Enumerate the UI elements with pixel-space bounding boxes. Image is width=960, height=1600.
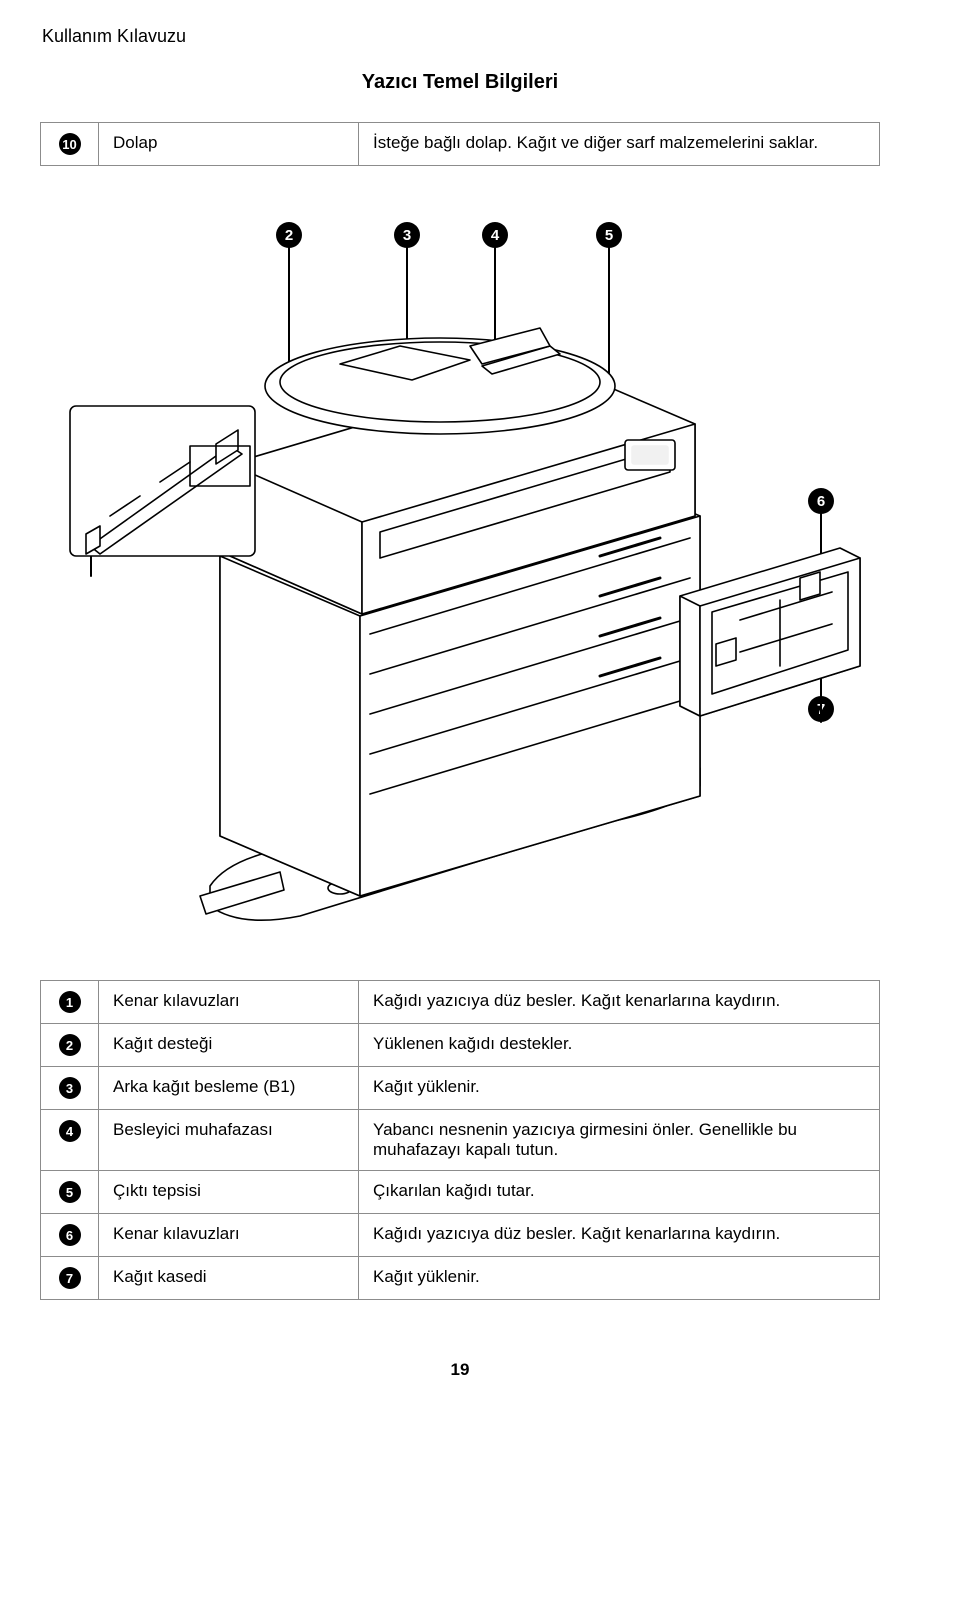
table-row: 4 Besleyici muhafazası Yabancı nesnenin …	[41, 1110, 880, 1171]
item-name: Kağıt desteği	[99, 1024, 359, 1067]
parts-table-bottom: 1 Kenar kılavuzları Kağıdı yazıcıya düz …	[40, 980, 880, 1300]
item-description: Kağıdı yazıcıya düz besler. Kağıt kenarl…	[359, 981, 880, 1024]
running-head: Kullanım Kılavuzu	[42, 26, 880, 47]
printer-diagram: 1 2 3 4 5 6 7	[40, 196, 880, 956]
item-number-circle: 4	[59, 1120, 81, 1142]
item-description: İsteğe bağlı dolap. Kağıt ve diğer sarf …	[359, 123, 880, 166]
item-number-circle: 7	[59, 1267, 81, 1289]
item-description: Yabancı nesnenin yazıcıya girmesini önle…	[359, 1110, 880, 1171]
item-description: Kağıt yüklenir.	[359, 1257, 880, 1300]
item-name: Arka kağıt besleme (B1)	[99, 1067, 359, 1110]
item-description: Kağıt yüklenir.	[359, 1067, 880, 1110]
item-description: Çıkarılan kağıdı tutar.	[359, 1171, 880, 1214]
item-name: Dolap	[99, 123, 359, 166]
item-number-circle: 5	[59, 1181, 81, 1203]
item-number-circle: 10	[59, 133, 81, 155]
page-number: 19	[40, 1360, 880, 1380]
parts-table-top: 10 Dolap İsteğe bağlı dolap. Kağıt ve di…	[40, 122, 880, 166]
item-name: Besleyici muhafazası	[99, 1110, 359, 1171]
table-row: 10 Dolap İsteğe bağlı dolap. Kağıt ve di…	[41, 123, 880, 166]
item-name: Kağıt kasedi	[99, 1257, 359, 1300]
item-number-circle: 3	[59, 1077, 81, 1099]
item-name: Çıktı tepsisi	[99, 1171, 359, 1214]
item-description: Yüklenen kağıdı destekler.	[359, 1024, 880, 1067]
section-title: Yazıcı Temel Bilgileri	[40, 71, 880, 94]
item-name: Kenar kılavuzları	[99, 981, 359, 1024]
table-row: 3 Arka kağıt besleme (B1) Kağıt yüklenir…	[41, 1067, 880, 1110]
item-number-circle: 6	[59, 1224, 81, 1246]
printer-illustration-svg	[40, 196, 880, 956]
item-number-circle: 1	[59, 991, 81, 1013]
page: Kullanım Kılavuzu Yazıcı Temel Bilgileri…	[0, 0, 960, 1420]
item-name: Kenar kılavuzları	[99, 1214, 359, 1257]
table-row: 1 Kenar kılavuzları Kağıdı yazıcıya düz …	[41, 981, 880, 1024]
table-row: 7 Kağıt kasedi Kağıt yüklenir.	[41, 1257, 880, 1300]
table-row: 5 Çıktı tepsisi Çıkarılan kağıdı tutar.	[41, 1171, 880, 1214]
item-number-circle: 2	[59, 1034, 81, 1056]
table-row: 6 Kenar kılavuzları Kağıdı yazıcıya düz …	[41, 1214, 880, 1257]
table-row: 2 Kağıt desteği Yüklenen kağıdı destekle…	[41, 1024, 880, 1067]
item-description: Kağıdı yazıcıya düz besler. Kağıt kenarl…	[359, 1214, 880, 1257]
